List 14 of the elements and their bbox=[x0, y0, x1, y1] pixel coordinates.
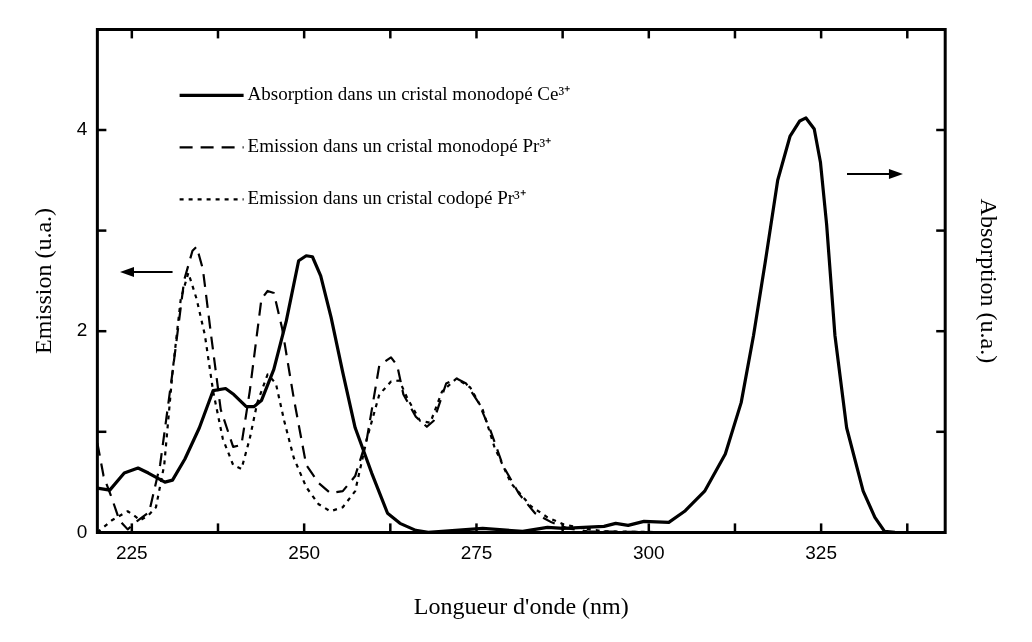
legend-label: Emission dans un cristal monodopé Pr³⁺ bbox=[247, 135, 552, 157]
x-tick-label: 225 bbox=[115, 542, 148, 564]
x-axis-title: Longueur d'onde (nm) bbox=[413, 592, 629, 619]
legend-label: Absorption dans un cristal monodopé Ce³⁺ bbox=[247, 83, 571, 105]
legend-label: Emission dans un cristal codopé Pr³⁺ bbox=[247, 187, 526, 209]
x-tick-label: 250 bbox=[288, 542, 321, 564]
x-tick-label: 300 bbox=[632, 542, 665, 564]
y-tick-label: 4 bbox=[76, 118, 88, 140]
y-tick-label: 2 bbox=[76, 319, 88, 341]
y-axis-title: Emission (u.a.) bbox=[29, 207, 56, 354]
x-tick-label: 325 bbox=[805, 542, 837, 564]
y-tick-label: 0 bbox=[76, 520, 88, 542]
y2-axis-title: Absorption (u.a.) bbox=[976, 198, 1003, 364]
x-tick-label: 275 bbox=[460, 542, 493, 564]
